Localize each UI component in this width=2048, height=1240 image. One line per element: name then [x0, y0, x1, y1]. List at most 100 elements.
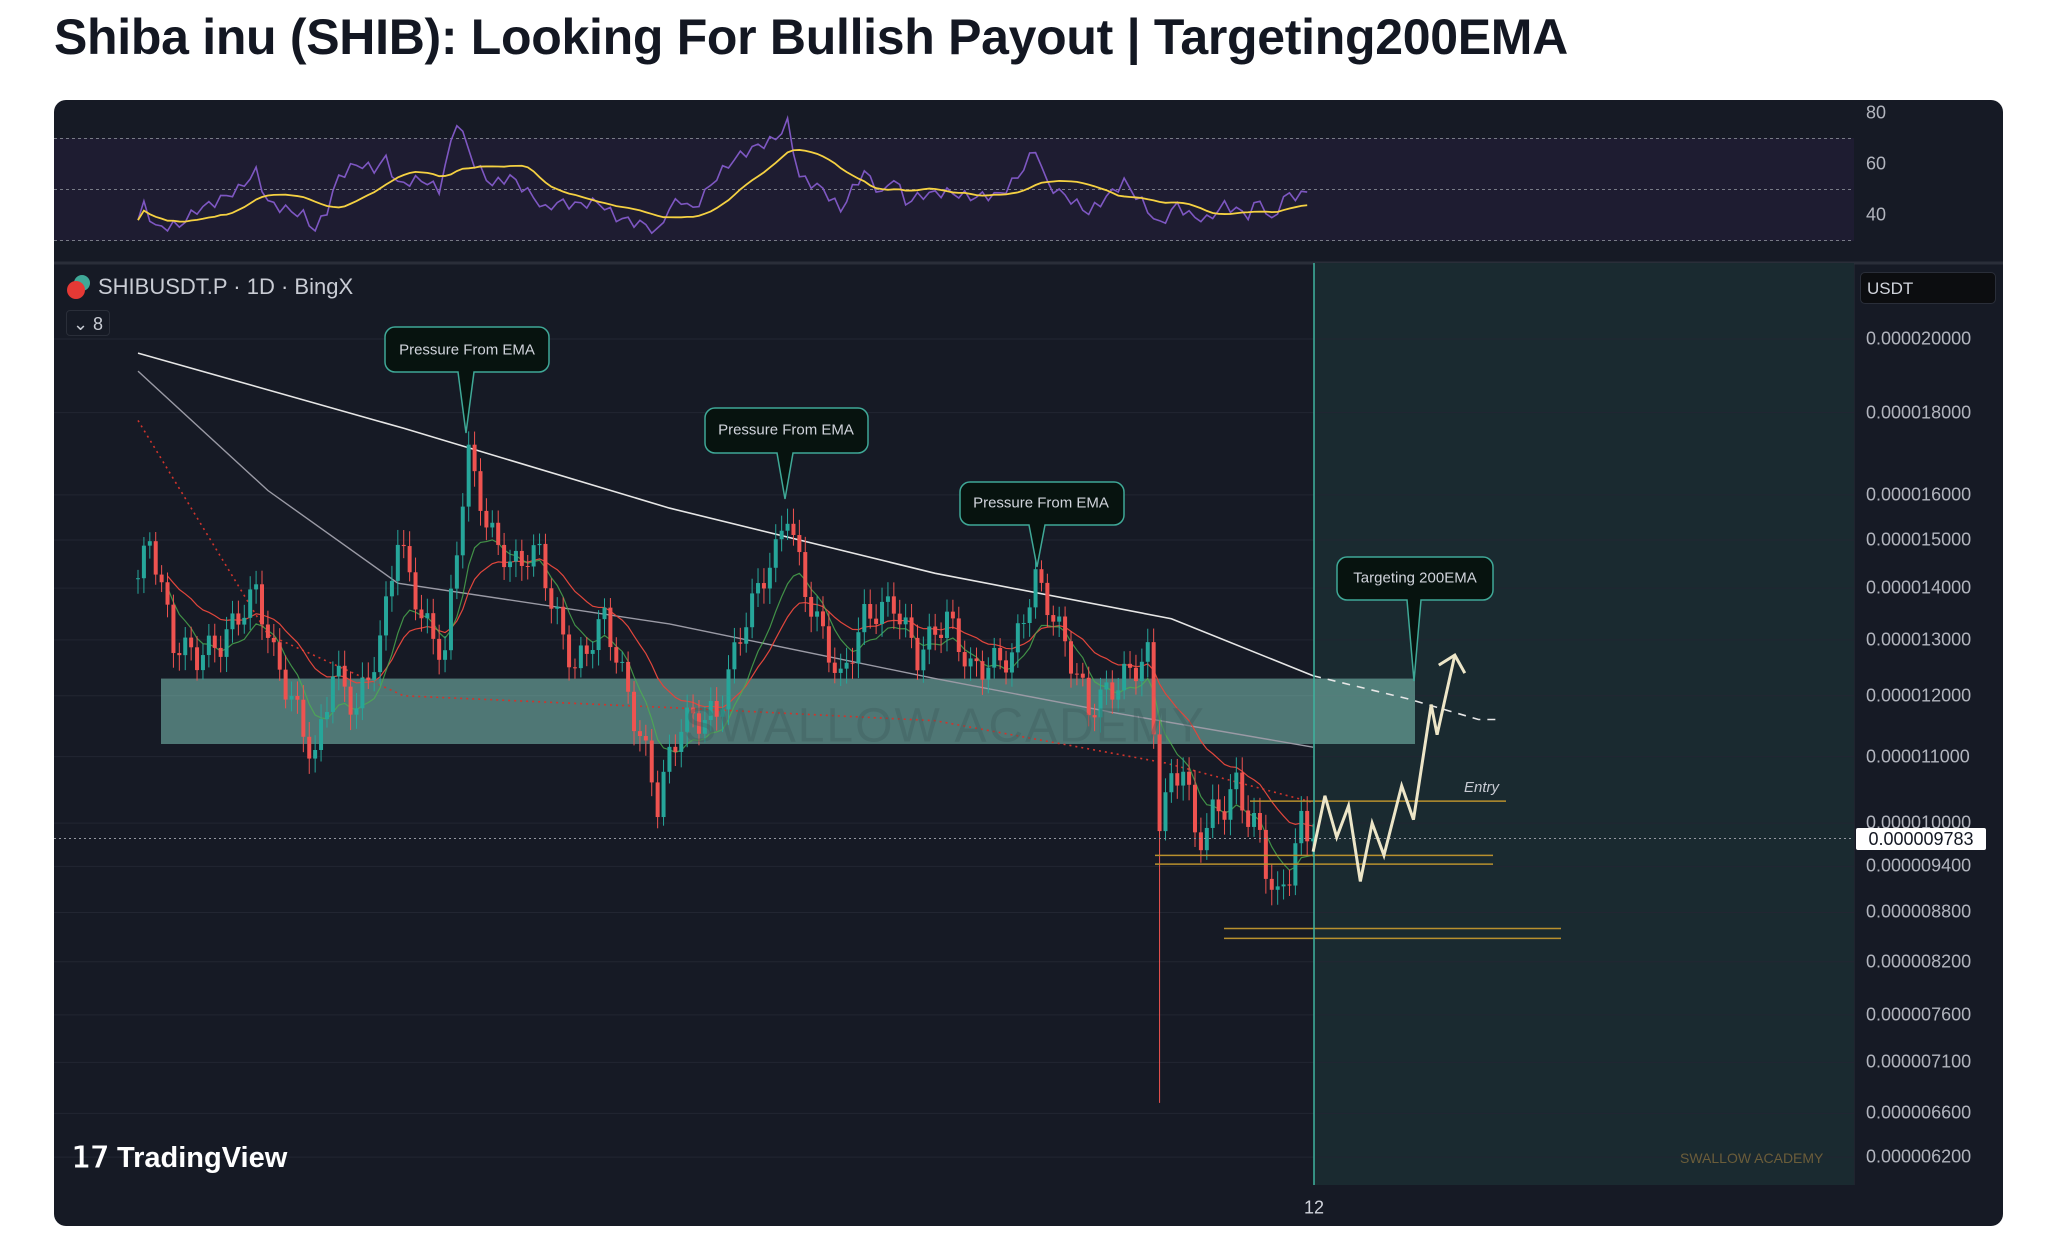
- candle: [708, 700, 713, 721]
- candle: [165, 582, 170, 605]
- candle: [342, 665, 347, 687]
- candle: [448, 588, 453, 651]
- symbol-legend[interactable]: SHIBUSDT.P · 1D · BingX: [98, 274, 354, 299]
- candle: [614, 647, 619, 663]
- price-axis-label: 0.000015000: [1866, 529, 1972, 550]
- candle: [378, 635, 383, 673]
- arrowhead-icon: [1438, 653, 1467, 674]
- candle: [702, 720, 707, 734]
- candle: [1151, 642, 1156, 735]
- rsi-axis-label: 80: [1866, 102, 1887, 123]
- price-axis-label: 0.000016000: [1866, 484, 1972, 505]
- candle: [283, 669, 288, 700]
- candle: [661, 771, 666, 818]
- candle: [224, 629, 229, 657]
- callout-pressure-1-text: Pressure From EMA: [399, 341, 535, 359]
- candle: [1216, 799, 1221, 812]
- candle: [437, 638, 442, 660]
- candle: [277, 642, 282, 670]
- candle: [1004, 660, 1009, 673]
- rsi-axis-label: 40: [1866, 204, 1887, 225]
- candle: [880, 601, 885, 625]
- candle: [1275, 886, 1280, 890]
- candle: [313, 749, 318, 759]
- candle: [212, 635, 217, 648]
- candle: [502, 544, 507, 568]
- candle: [443, 650, 448, 660]
- support-zone[interactable]: [161, 678, 1415, 745]
- callout-target[interactable]: [1336, 556, 1494, 682]
- candle: [271, 637, 276, 643]
- candle: [726, 669, 731, 710]
- candle: [525, 565, 530, 567]
- candle: [1086, 677, 1091, 716]
- candle: [307, 736, 312, 759]
- candle: [714, 700, 719, 717]
- candle: [177, 653, 182, 656]
- candle: [260, 584, 265, 625]
- candle: [230, 613, 235, 630]
- callout-pressure-1[interactable]: [384, 326, 550, 434]
- candle: [856, 632, 861, 664]
- price-axis-label: 0.000012000: [1866, 685, 1972, 706]
- candle: [909, 617, 914, 638]
- watermark-small: SWALLOW ACADEMY: [1680, 1150, 1824, 1166]
- candle: [1074, 673, 1079, 675]
- candle: [655, 782, 660, 818]
- candle: [254, 584, 259, 590]
- candle: [797, 535, 802, 553]
- callout-pressure-3[interactable]: [959, 481, 1125, 568]
- candle: [1263, 829, 1268, 879]
- projection-path[interactable]: [1311, 653, 1467, 882]
- indicators-toggle[interactable]: ⌄ 8: [66, 310, 110, 336]
- candle: [673, 746, 678, 752]
- candle: [389, 580, 394, 597]
- candles: [136, 431, 1316, 1103]
- candle: [206, 635, 211, 656]
- candle: [1257, 812, 1262, 830]
- candle: [1240, 772, 1245, 811]
- callout-target-text: Targeting 200EMA: [1353, 569, 1477, 587]
- candle: [531, 545, 536, 567]
- price-axis-label: 0.000014000: [1866, 577, 1972, 598]
- candle: [567, 634, 572, 668]
- candle: [1187, 771, 1192, 785]
- candle: [980, 661, 985, 680]
- candle: [785, 523, 790, 531]
- candle: [301, 699, 306, 737]
- watermark: SWALLOW ACADEMY: [684, 699, 1206, 753]
- candle: [986, 667, 991, 680]
- candle: [1063, 616, 1068, 642]
- candle: [950, 611, 955, 619]
- candle: [1110, 682, 1115, 700]
- levels[interactable]: [1155, 800, 1561, 940]
- candle: [1080, 673, 1085, 678]
- candle: [543, 543, 548, 589]
- candle: [537, 543, 542, 546]
- candle: [862, 604, 867, 633]
- candle: [265, 624, 270, 638]
- currency-selector[interactable]: USDT: [1860, 272, 1996, 304]
- tradingview-logo[interactable]: 𝟣𝟩 TradingView: [72, 1140, 287, 1175]
- candle: [596, 619, 601, 651]
- candle: [620, 661, 625, 663]
- page-title: Shiba inu (SHIB): Looking For Bullish Pa…: [54, 9, 1568, 65]
- candle: [750, 593, 755, 628]
- candle: [561, 606, 566, 635]
- candle: [921, 649, 926, 671]
- candle: [1057, 616, 1062, 622]
- candle: [649, 740, 654, 783]
- candle: [1039, 569, 1044, 583]
- candle: [738, 642, 743, 644]
- candle: [200, 655, 205, 671]
- candle: [141, 545, 146, 579]
- projection-zigzag: [1311, 654, 1457, 882]
- candle: [885, 596, 890, 602]
- candle: [1033, 569, 1038, 608]
- callout-pressure-2[interactable]: [704, 407, 869, 500]
- candle: [1198, 832, 1203, 851]
- candle: [1068, 641, 1073, 674]
- candle: [974, 658, 979, 662]
- candle: [1116, 690, 1121, 700]
